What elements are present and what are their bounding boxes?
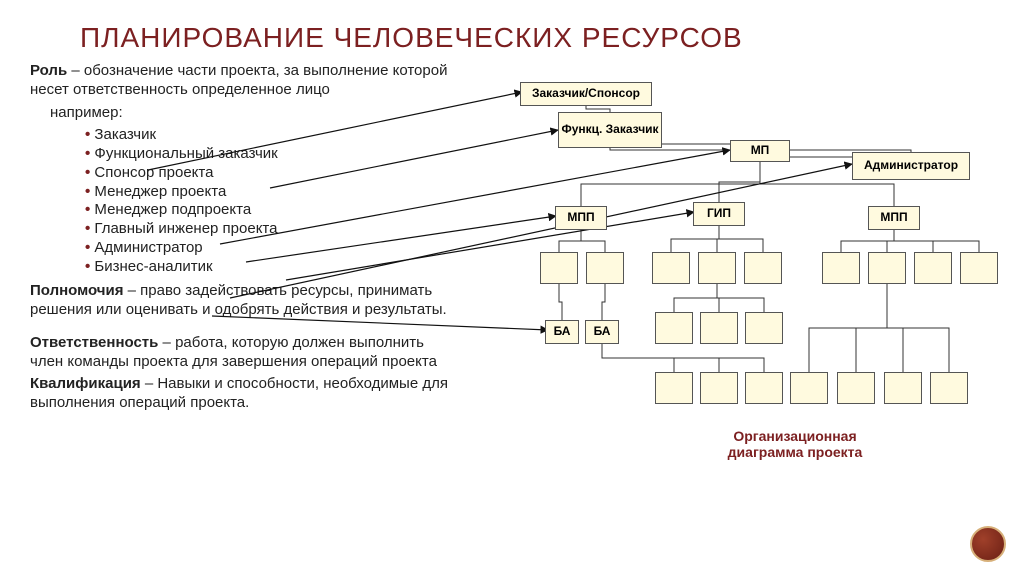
org-node-ba1: БА (545, 320, 579, 344)
org-node-admin: Администратор (852, 152, 970, 180)
diagram-caption: Организационная диаграмма проекта (700, 428, 890, 460)
org-node-mpp1: МПП (555, 206, 607, 230)
org-node-ba2: БА (585, 320, 619, 344)
org-node-e22 (700, 312, 738, 344)
org-node-e15 (744, 252, 782, 284)
org-node-e31 (655, 372, 693, 404)
org-node-e11 (540, 252, 578, 284)
org-node-func: Функц. Заказчик (558, 112, 662, 148)
org-node-e17 (868, 252, 906, 284)
org-node-e19 (960, 252, 998, 284)
org-node-e13 (652, 252, 690, 284)
org-node-mpp2: МПП (868, 206, 920, 230)
org-node-e23 (745, 312, 783, 344)
org-diagram-svg (0, 0, 1024, 576)
org-node-e34 (790, 372, 828, 404)
org-node-e16 (822, 252, 860, 284)
org-node-e33 (745, 372, 783, 404)
org-node-mp: МП (730, 140, 790, 162)
org-node-gip: ГИП (693, 202, 745, 226)
slide-badge-icon (970, 526, 1006, 562)
org-node-e32 (700, 372, 738, 404)
org-node-e37 (930, 372, 968, 404)
org-node-e36 (884, 372, 922, 404)
org-node-sponsor: Заказчик/Спонсор (520, 82, 652, 106)
org-node-e21 (655, 312, 693, 344)
org-node-e14 (698, 252, 736, 284)
org-node-e35 (837, 372, 875, 404)
org-node-e12 (586, 252, 624, 284)
org-node-e18 (914, 252, 952, 284)
